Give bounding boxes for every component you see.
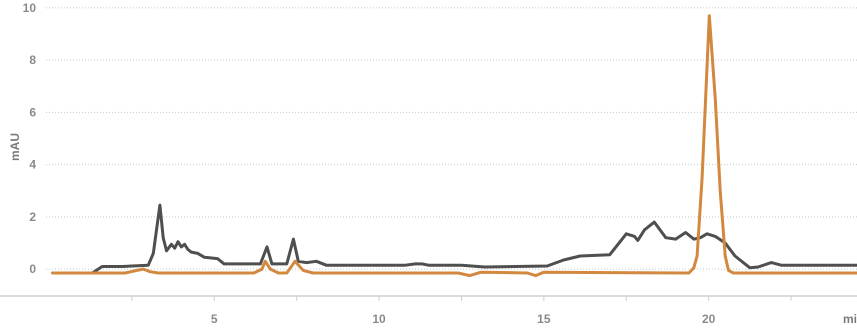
grid-layer — [46, 7, 857, 270]
series-layer — [51, 14, 857, 278]
y-tick-label: 2 — [29, 210, 36, 224]
y-tick-label: 10 — [23, 1, 37, 15]
y-tick-label: 8 — [29, 53, 36, 67]
y-tick-label: 4 — [29, 158, 36, 172]
x-axis-title: mi — [843, 312, 857, 326]
x-tick-label: 20 — [702, 312, 716, 326]
axis-layer — [0, 295, 857, 301]
label-layer: 0 2 4 6 8 10 5 10 15 20 mAU mi — [8, 1, 857, 326]
x-tick-label: 15 — [537, 312, 551, 326]
y-tick-label: 0 — [29, 262, 36, 276]
x-tick-label: 10 — [372, 312, 386, 326]
series-line-2 — [51, 14, 857, 278]
x-tick-label: 5 — [211, 312, 218, 326]
y-axis-title: mAU — [8, 133, 22, 161]
y-tick-label: 6 — [29, 105, 36, 119]
series-line-1 — [51, 203, 857, 275]
